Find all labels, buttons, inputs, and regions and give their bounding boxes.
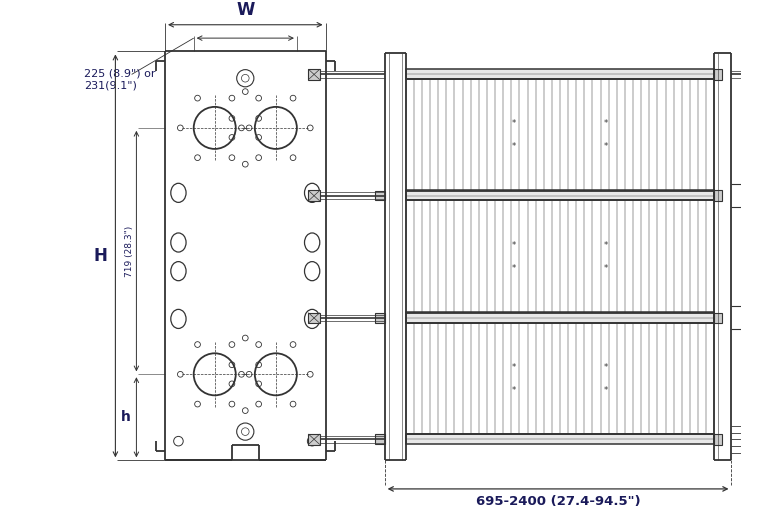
Text: *: * [512,119,516,128]
Text: *: * [604,119,609,128]
Bar [714,69,722,80]
Text: *: * [512,362,516,372]
Text: *: * [604,264,609,273]
Text: *: * [604,142,609,151]
Bar [309,313,320,323]
Text: *: * [512,142,516,151]
Text: *: * [512,264,516,273]
Bar [375,313,385,323]
Text: *: * [512,386,516,395]
Bar [309,69,320,80]
Text: W: W [236,1,255,19]
Bar [309,434,320,444]
Text: *: * [604,386,609,395]
Bar [714,434,722,444]
Bar [406,434,714,444]
Bar [375,435,385,444]
Text: h: h [121,410,130,424]
Text: *: * [604,362,609,372]
Bar [309,190,320,201]
Text: 695-2400 (27.4-94.5"): 695-2400 (27.4-94.5") [476,495,641,508]
Text: *: * [512,241,516,250]
Bar [406,69,714,79]
Bar [714,313,722,323]
Bar [375,191,385,201]
Text: H: H [94,247,108,265]
Bar [714,190,722,201]
Text: 719 (28.3"): 719 (28.3") [126,225,134,276]
Bar [406,312,714,323]
Text: *: * [604,241,609,250]
Bar [406,190,714,201]
Text: 225 (8.9") or
231(9.1"): 225 (8.9") or 231(9.1") [84,69,155,90]
